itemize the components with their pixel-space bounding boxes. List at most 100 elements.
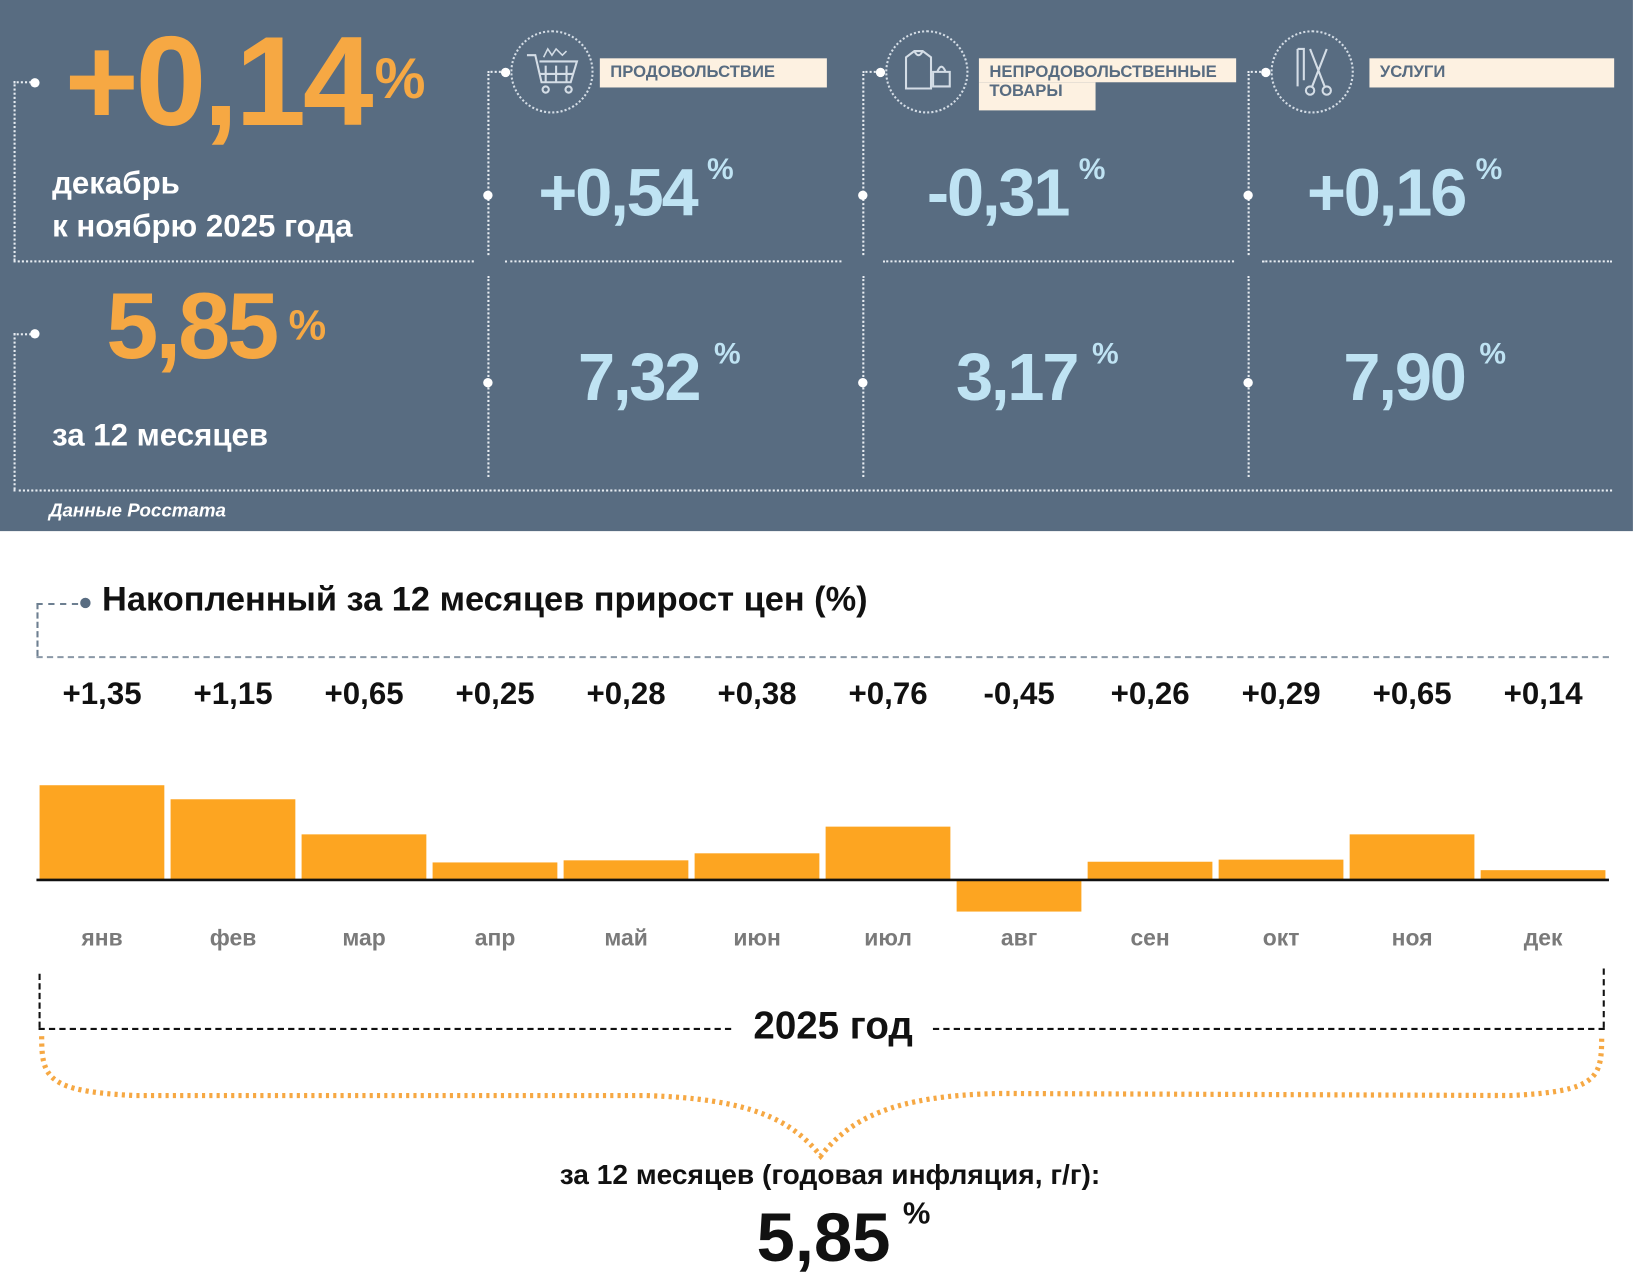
bracket-left [38,973,41,1028]
connector-dot [858,378,868,388]
annual-value: 5,85 [756,1198,891,1276]
month-tick-label: дек [1523,924,1563,951]
bar-value-label: +0,14 [1503,676,1583,712]
bar [1218,859,1344,880]
divider [487,70,506,73]
divider [883,260,1235,263]
brace-path [39,1036,1605,1161]
divider [505,260,842,263]
bar-value-label: +1,35 [62,676,142,712]
month-value: -0,31 [926,155,1071,231]
year-label: 2025 год [734,1003,932,1047]
divider [13,260,474,263]
percent-sign: % [707,152,734,186]
percent-sign: % [288,300,327,349]
bar [170,799,296,880]
percent-sign: % [1475,152,1503,186]
connector-dot [30,78,40,88]
divider [13,81,35,84]
divider [1247,70,1250,256]
bar-value-label: +0,65 [1372,676,1452,712]
divider [13,333,16,490]
month-value: +0,16 [1306,155,1467,231]
month-label-line: к ноябрю 2025 года [52,209,353,244]
title-connector [36,602,39,657]
month-tick-label: авг [1000,924,1038,951]
bar-value-label: +0,38 [717,676,797,712]
bar-value-label: +0,26 [1110,676,1190,712]
connector-dot [875,67,886,78]
percent-sign: % [713,336,741,371]
connector-dot [1261,67,1271,78]
bar-value-label: +0,25 [455,676,535,712]
year-value: 7,90 [1343,339,1466,415]
bar [563,860,689,880]
divider [487,70,490,256]
category-label: ТОВАРЫ [978,82,1096,111]
summary-panel: +0,14% декабрь к ноябрю 2025 года 5,85% … [0,0,1633,532]
category-year-value: 7,90% [1343,336,1507,415]
bar [694,853,820,880]
divider [1262,260,1613,263]
bracket-right [1602,968,1605,1028]
connector-dot [483,378,493,388]
bar [39,785,165,880]
divider [487,275,490,477]
connector-dot [483,190,493,200]
bar [1480,870,1606,880]
divider [1247,275,1250,477]
percent-sign: % [1091,336,1119,371]
month-value: +0,54 [538,155,698,231]
category-month-value: +0,54% [538,152,734,231]
source-note: Данные Росстата [48,499,226,521]
connector-dot [1243,190,1253,200]
connector-dot [500,67,511,78]
bar-value-label: +0,28 [586,676,666,712]
percent-sign: % [1479,336,1507,371]
comb-scissors-icon [1270,30,1354,114]
bar-value-label: +1,15 [193,676,273,712]
bar [301,834,427,880]
month-tick-label: мар [342,924,386,951]
annual-inflation-value: 5,85% [0,1196,1633,1277]
category-year-value: 7,32% [577,336,741,415]
month-inflation-value: +0,14% [65,8,426,154]
month-tick-label: июн [733,924,781,951]
bar [825,826,951,880]
month-tick-label: май [604,924,648,951]
year-value: 3,17 [956,339,1079,415]
divider [13,81,16,261]
bar-value-label: -0,45 [983,676,1055,712]
category-month-value: -0,31% [926,153,1106,231]
bar [1087,861,1213,880]
category-label: ПРОДОВОЛЬСТВИЕ [599,58,827,88]
connector-dot [30,329,40,339]
month-tick-label: янв [81,924,123,951]
category-month-value: +0,16% [1306,152,1503,231]
chart-title: Накопленный за 12 месяцев прирост цен (%… [102,579,868,618]
bar-value-label: +0,29 [1241,676,1321,712]
month-label: декабрь к ноябрю 2025 года [52,162,352,247]
bar-value-label: +0,65 [324,676,404,712]
year-value: 7,32 [577,339,701,415]
category-label: НЕПРОДОВОЛЬСТВЕННЫЕ [978,58,1237,83]
year-value: 5,85 [106,274,279,380]
connector-dot [858,190,868,200]
clothing-bag-icon [885,30,969,114]
month-value: +0,14 [64,10,374,153]
divider [862,70,880,73]
percent-sign: % [902,1196,931,1231]
annual-inflation-label: за 12 месяцев (годовая инфляция, г/г): [559,1159,1101,1191]
month-tick-label: июл [864,924,912,951]
title-connector [36,602,79,606]
bar-value-label: +0,76 [848,676,928,712]
shopping-cart-icon [510,30,594,114]
divider [862,70,865,256]
month-tick-label: апр [474,924,516,951]
percent-sign: % [374,46,426,111]
year-label: за 12 месяцев [52,418,269,454]
divider [13,333,35,336]
bar [432,862,558,880]
